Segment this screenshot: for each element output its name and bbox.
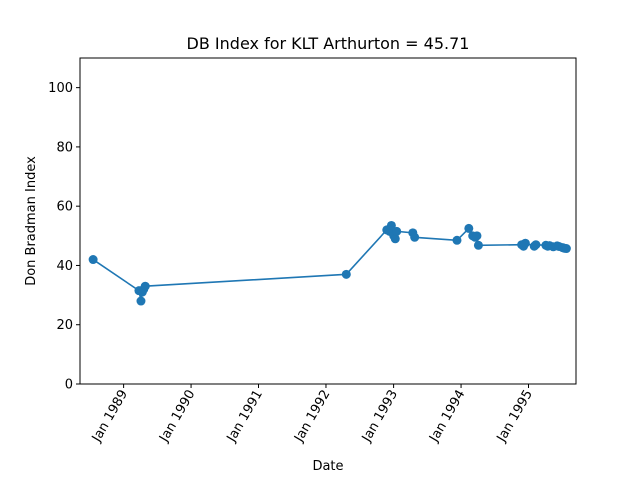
data-point [386,220,396,230]
y-tick-label: 80 [56,140,73,155]
x-axis-label: Date [312,459,343,474]
data-point [531,240,541,250]
y-tick-label: 60 [56,200,73,215]
y-tick-label: 40 [56,259,73,274]
plot-points [88,220,571,306]
data-point [472,231,482,241]
y-tick-label: 0 [65,378,73,393]
data-point [136,296,146,306]
data-point [341,269,351,279]
data-point [410,232,420,242]
data-point [473,240,483,250]
data-point [464,223,474,233]
y-tick-label: 100 [48,81,73,96]
data-point [452,235,462,245]
data-point [561,244,571,254]
chart-title: DB Index for KLT Arthurton = 45.71 [187,34,470,53]
y-tick-label: 20 [56,318,73,333]
data-point [520,238,530,248]
y-axis: 0 20 40 60 80 100 [48,81,80,393]
y-axis-label: Don Bradman Index [24,156,39,286]
data-point [392,226,402,236]
data-point [88,255,98,265]
plot-frame [79,57,577,385]
data-point [140,281,150,291]
data-point [390,234,400,244]
